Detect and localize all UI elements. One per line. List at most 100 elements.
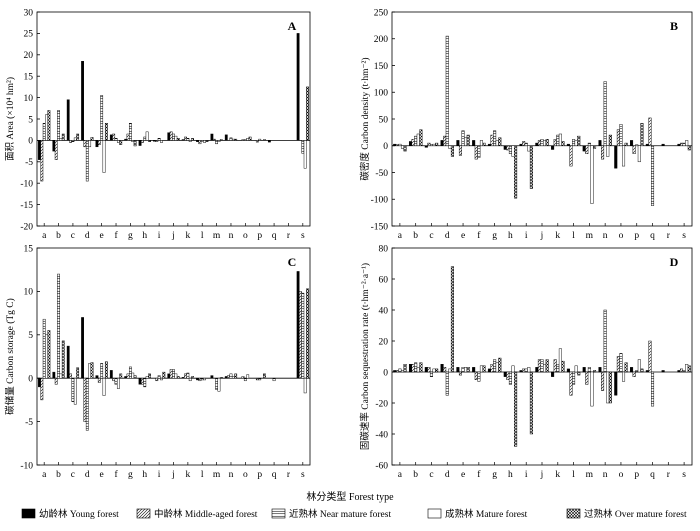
bar-b-s-mature	[685, 140, 689, 146]
x-tick-label: l	[572, 231, 575, 241]
bar-b-o-over	[624, 142, 628, 146]
bar-b-e-near	[461, 130, 465, 146]
bar-b-b-young	[408, 141, 413, 146]
bar-c-m-near	[215, 377, 219, 390]
bar-c-e-over	[104, 361, 108, 379]
y-tick-label: 150	[374, 62, 389, 72]
y-tick-label: 20	[379, 337, 389, 347]
y-axis-label: 碳密度 Carbon density (t·hm⁻²)	[359, 57, 371, 180]
x-tick-label: r	[287, 470, 291, 480]
x-tick-label: a	[398, 231, 403, 241]
x-tick-label: k	[185, 470, 190, 480]
bar-b-s-middle	[679, 142, 684, 146]
bar-b-m-over	[593, 145, 597, 149]
bar-c-n-middle	[227, 375, 231, 379]
bar-b-a-mature	[400, 145, 405, 149]
bar-b-n-mature	[606, 145, 610, 157]
bar-b-b-middle	[411, 139, 415, 146]
bar-b-i-mature	[527, 145, 531, 152]
x-tick-label: i	[525, 470, 528, 480]
bar-c-h-mature	[145, 376, 149, 379]
bar-d-l-mature	[574, 365, 578, 373]
bar-d-i-young	[519, 370, 523, 373]
bar-a-l-over	[205, 140, 209, 142]
x-tick-label: g	[492, 231, 497, 241]
legend-swatch-over	[566, 508, 581, 519]
bar-b-c-over	[435, 142, 439, 146]
bar-a-j-over	[176, 138, 180, 141]
x-tick-label: s	[301, 470, 305, 480]
y-axis-label: 碳储量 Carbon storage (Tg C)	[4, 298, 16, 415]
x-tick-label: l	[201, 231, 204, 241]
bar-c-e-middle	[97, 377, 101, 383]
x-tick-label: j	[171, 470, 175, 480]
bar-a-d-middle	[83, 140, 87, 148]
x-tick-label: c	[429, 231, 433, 241]
bar-a-s-mature	[303, 140, 307, 169]
bar-d-l-near	[572, 371, 576, 385]
bar-b-n-near	[603, 81, 607, 146]
x-tick-label: o	[243, 470, 248, 480]
x-tick-label: n	[603, 231, 608, 241]
bar-c-e-young	[95, 375, 99, 379]
bar-c-h-over	[148, 373, 151, 379]
x-tick-label: b	[56, 231, 61, 241]
legend-label-near: 近熟林 Near mature forest	[289, 508, 391, 520]
y-tick-label: 60	[379, 275, 389, 285]
bar-b-i-young	[519, 143, 523, 146]
y-tick-label: -150	[371, 222, 389, 232]
bar-b-q-near	[651, 145, 655, 206]
bar-b-p-middle	[632, 145, 636, 154]
bar-d-q-middle	[648, 340, 652, 373]
bar-b-q-middle	[648, 117, 652, 146]
bar-a-a-over	[47, 110, 51, 141]
bar-c-b-young	[52, 371, 56, 379]
bar-a-k-young	[181, 139, 185, 141]
bar-c-k-over	[191, 376, 194, 379]
bar-c-o-near	[243, 377, 247, 382]
bar-d-m-near	[587, 367, 591, 373]
x-tick-label: c	[71, 231, 75, 241]
y-tick-label: 100	[374, 89, 389, 99]
bar-c-s-over	[306, 288, 309, 379]
bar-d-n-near	[603, 309, 607, 373]
y-tick-label: 20	[24, 51, 34, 61]
chart-panel-d: -60 -40 -20 0 20 40 60 80 a b c d e f g h i j k l m n o p q r s D 固碳…	[359, 244, 693, 480]
bar-b-h-middle	[506, 145, 510, 151]
y-tick-label: 5	[28, 331, 33, 341]
bar-a-b-mature	[59, 138, 63, 141]
bar-b-g-middle	[490, 134, 494, 146]
bar-b-h-near	[508, 145, 512, 154]
bar-a-j-young	[167, 132, 171, 141]
bar-b-s-young	[677, 143, 681, 146]
bar-a-o-mature	[246, 138, 250, 141]
bar-b-d-near	[445, 35, 449, 146]
bar-d-k-young	[551, 371, 555, 377]
y-tick-label: 10	[24, 288, 34, 298]
y-tick-label: 250	[374, 8, 389, 18]
bar-d-a-mature	[400, 370, 405, 373]
bar-b-m-mature	[590, 145, 594, 204]
x-tick-label: m	[586, 470, 594, 480]
bar-b-p-young	[630, 140, 634, 146]
bar-d-m-young	[582, 367, 586, 373]
x-tick-label: p	[634, 470, 639, 480]
x-tick-label: b	[56, 470, 61, 480]
bar-a-k-over	[191, 138, 194, 141]
bar-a-m-middle	[212, 138, 216, 141]
bar-b-o-mature	[622, 145, 626, 167]
x-tick-label: h	[508, 470, 513, 480]
bar-d-e-young	[456, 367, 460, 373]
bar-c-b-near	[57, 273, 60, 379]
bar-c-c-young	[66, 345, 70, 379]
x-tick-label: m	[213, 470, 221, 480]
bar-c-p-over	[263, 373, 266, 379]
bar-d-d-near	[445, 371, 449, 396]
bar-d-a-young	[393, 370, 397, 373]
bar-d-p-mature	[637, 359, 641, 373]
y-tick-label: -20	[20, 222, 33, 232]
bar-d-p-young	[630, 367, 634, 373]
bar-b-r-young	[661, 143, 665, 146]
bar-c-c-over	[76, 367, 80, 379]
